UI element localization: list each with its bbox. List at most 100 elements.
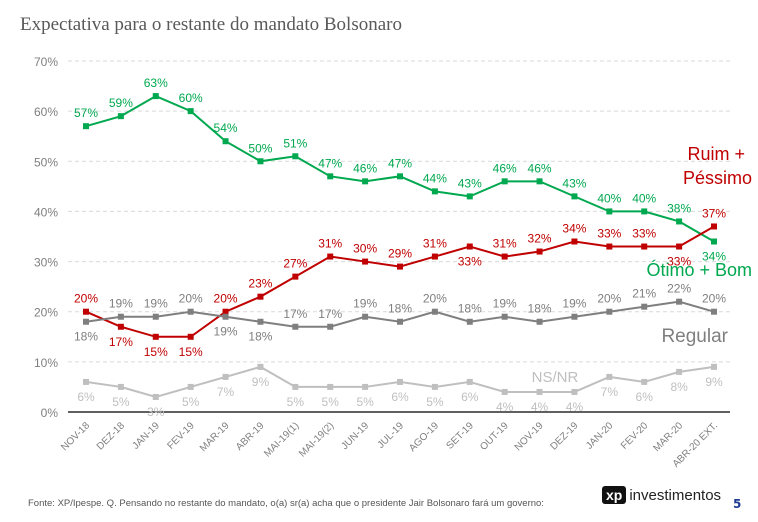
data-point-otimo-bom [117, 113, 124, 120]
data-point-otimo-bom [431, 188, 438, 195]
data-point-otimo-bom [257, 158, 264, 165]
data-point-ns-nr [466, 378, 473, 385]
data-point-regular [362, 313, 369, 320]
data-label-ns-nr: 5% [322, 395, 340, 409]
data-point-regular [606, 308, 613, 315]
data-label-ruim-pessimo: 31% [423, 237, 447, 251]
data-point-ns-nr [292, 383, 299, 390]
data-point-ns-nr [362, 383, 369, 390]
data-point-ruim-pessimo [117, 323, 124, 330]
data-point-otimo-bom [536, 178, 543, 185]
series-label-ns-nr: NS/NR [532, 369, 579, 386]
data-point-ruim-pessimo [571, 238, 578, 245]
data-label-ns-nr: 5% [356, 395, 374, 409]
data-point-ruim-pessimo [536, 248, 543, 255]
x-tick-label: JUN-19 [339, 420, 371, 452]
data-point-regular [152, 313, 159, 320]
data-label-ruim-pessimo: 31% [318, 237, 342, 251]
data-point-ns-nr [676, 368, 683, 375]
data-point-regular [187, 308, 194, 315]
data-point-ruim-pessimo [83, 308, 89, 315]
data-label-ns-nr: 5% [182, 395, 200, 409]
data-point-regular [327, 323, 334, 330]
data-point-ruim-pessimo [397, 263, 403, 270]
data-point-regular [292, 323, 299, 330]
data-label-otimo-bom: 40% [632, 191, 656, 205]
data-point-otimo-bom [292, 153, 299, 160]
logo-mark: xp [602, 486, 627, 504]
data-label-regular: 18% [388, 302, 412, 316]
data-point-regular [641, 303, 648, 310]
data-label-regular: 21% [632, 287, 656, 301]
data-point-ns-nr [187, 383, 194, 390]
data-label-otimo-bom: 38% [667, 201, 691, 215]
data-point-ruim-pessimo [222, 308, 229, 315]
data-label-ns-nr: 7% [217, 385, 235, 399]
y-tick-label: 10% [34, 356, 58, 370]
data-label-ruim-pessimo: 34% [562, 222, 586, 236]
data-label-ns-nr: 5% [112, 395, 130, 409]
data-label-otimo-bom: 44% [423, 171, 447, 185]
data-point-ns-nr [397, 378, 403, 385]
data-point-otimo-bom [606, 208, 613, 215]
y-tick-label: 20% [34, 306, 58, 320]
data-point-ns-nr [431, 383, 438, 390]
x-tick-label: OUT-19 [478, 420, 511, 453]
data-point-otimo-bom [711, 238, 717, 245]
data-label-otimo-bom: 43% [562, 176, 586, 190]
data-point-ruim-pessimo [257, 293, 264, 300]
data-label-ns-nr: 9% [252, 375, 270, 389]
x-tick-label: JUL-19 [376, 420, 407, 451]
data-label-otimo-bom: 63% [144, 76, 168, 90]
data-point-regular [83, 318, 89, 325]
data-point-ns-nr [257, 363, 264, 370]
data-point-ns-nr [571, 388, 578, 395]
data-point-regular [501, 313, 508, 320]
y-tick-label: 50% [34, 155, 58, 169]
data-point-otimo-bom [187, 108, 194, 115]
data-point-ruim-pessimo [327, 253, 334, 260]
data-point-regular [466, 318, 473, 325]
xp-logo: xp investimentos [602, 486, 721, 504]
data-point-otimo-bom [327, 173, 334, 180]
data-label-regular: 18% [74, 330, 98, 344]
data-label-ns-nr: 8% [670, 380, 688, 394]
data-label-ruim-pessimo: 20% [74, 292, 98, 306]
series-label-regular: Regular [661, 326, 728, 347]
data-point-otimo-bom [641, 208, 648, 215]
x-tick-label: MAI-19(1) [262, 420, 301, 459]
data-label-otimo-bom: 51% [283, 136, 307, 150]
data-label-ruim-pessimo: 31% [493, 237, 517, 251]
x-tick-label: NOV-19 [513, 420, 546, 453]
data-label-otimo-bom: 60% [179, 91, 203, 105]
data-label-regular: 19% [109, 297, 133, 311]
data-label-ruim-pessimo: 15% [179, 345, 203, 359]
x-tick-label: MAR-20 [652, 420, 686, 454]
source-note: Fonte: XP/Ipespe. Q. Pensando no restant… [28, 498, 544, 509]
data-point-ruim-pessimo [676, 243, 683, 250]
data-label-ns-nr: 5% [287, 395, 305, 409]
data-point-otimo-bom [362, 178, 369, 185]
x-tick-label: JAN-19 [131, 420, 163, 452]
data-label-regular: 17% [318, 307, 342, 321]
x-tick-label: JAN-20 [584, 420, 616, 452]
data-point-ns-nr [711, 363, 717, 370]
x-tick-label: ABR-19 [234, 420, 267, 453]
data-label-otimo-bom: 47% [388, 156, 412, 170]
data-point-ns-nr [83, 378, 89, 385]
data-label-ruim-pessimo: 33% [597, 227, 621, 241]
data-point-ns-nr [641, 378, 648, 385]
data-label-regular: 19% [214, 325, 238, 339]
data-point-regular [711, 308, 717, 315]
data-point-ruim-pessimo [466, 243, 473, 250]
data-label-otimo-bom: 40% [597, 191, 621, 205]
chart-title: Expectativa para o restante do mandato B… [20, 14, 402, 35]
data-point-ns-nr [222, 373, 229, 380]
data-label-otimo-bom: 34% [702, 250, 726, 264]
data-point-otimo-bom [501, 178, 508, 185]
x-tick-label: AGO-19 [407, 420, 441, 454]
data-label-ruim-pessimo: 27% [283, 257, 307, 271]
data-label-otimo-bom: 50% [248, 141, 272, 155]
data-point-ns-nr [536, 388, 543, 395]
data-label-ruim-pessimo: 23% [248, 277, 272, 291]
